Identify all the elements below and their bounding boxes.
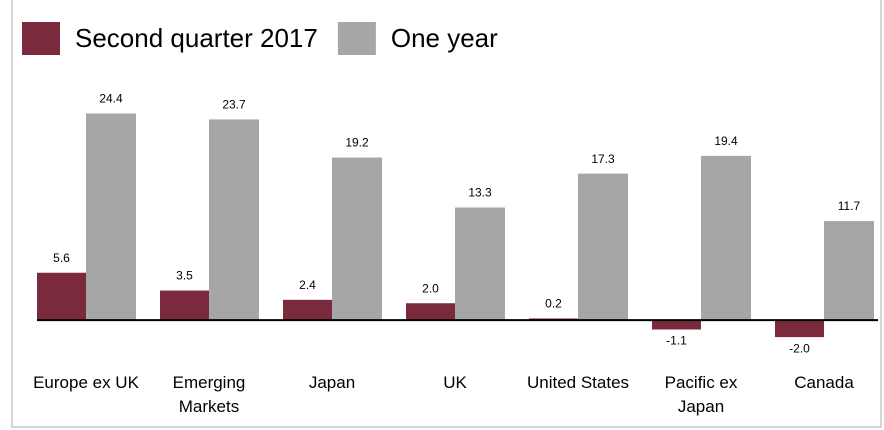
x-tick-label: Pacific ex Japan	[664, 373, 738, 416]
bar	[455, 207, 505, 321]
bar	[578, 173, 628, 321]
x-tick-label: Europe ex UK	[33, 373, 139, 392]
x-tick-label: Emerging Markets	[172, 373, 246, 416]
bar	[283, 299, 332, 321]
legend-swatch	[22, 22, 60, 55]
value-label: 17.3	[591, 152, 615, 166]
bar	[209, 119, 259, 321]
bar	[824, 221, 874, 321]
legend-label: Second quarter 2017	[75, 23, 318, 53]
value-label: 23.7	[222, 98, 246, 112]
bar	[775, 320, 824, 338]
x-tick-label: United States	[526, 373, 630, 392]
legend-label: One year	[391, 23, 498, 53]
x-tick-label: Japan	[308, 373, 356, 392]
bar	[406, 303, 455, 321]
bar	[160, 290, 209, 321]
legend-swatch	[337, 22, 376, 55]
bar	[86, 113, 136, 321]
value-label: 11.7	[838, 199, 861, 213]
x-tick-label: UK	[443, 373, 467, 392]
x-tick-label: Canada	[794, 373, 854, 392]
value-label: 24.4	[99, 92, 123, 106]
value-label: 5.6	[53, 251, 70, 265]
value-label: 13.3	[468, 186, 492, 200]
bar	[652, 320, 701, 330]
value-label: 19.2	[345, 136, 369, 150]
bar	[701, 155, 751, 321]
bar	[332, 157, 382, 321]
value-label: 2.0	[422, 281, 439, 295]
value-label: 3.5	[176, 269, 193, 283]
value-label: -1.1	[666, 334, 687, 348]
value-label: 0.2	[545, 297, 562, 311]
value-label: 2.4	[299, 278, 316, 292]
frame	[11, 0, 882, 428]
bar	[37, 272, 86, 321]
value-label: -2.0	[789, 341, 810, 355]
value-label: 19.4	[714, 134, 738, 148]
